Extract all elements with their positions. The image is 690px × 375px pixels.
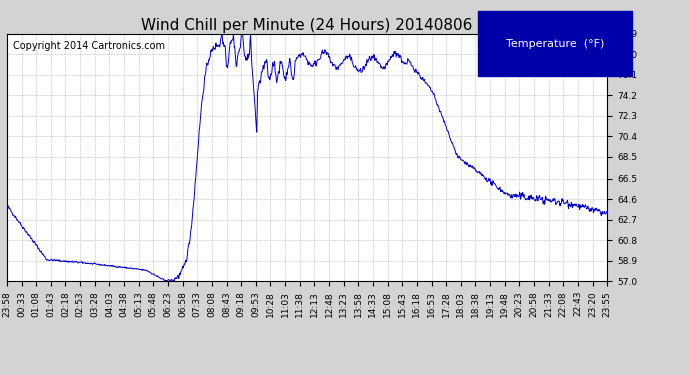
Text: Temperature  (°F): Temperature (°F) — [506, 39, 604, 49]
Text: Copyright 2014 Cartronics.com: Copyright 2014 Cartronics.com — [13, 41, 165, 51]
Title: Wind Chill per Minute (24 Hours) 20140806: Wind Chill per Minute (24 Hours) 2014080… — [141, 18, 473, 33]
